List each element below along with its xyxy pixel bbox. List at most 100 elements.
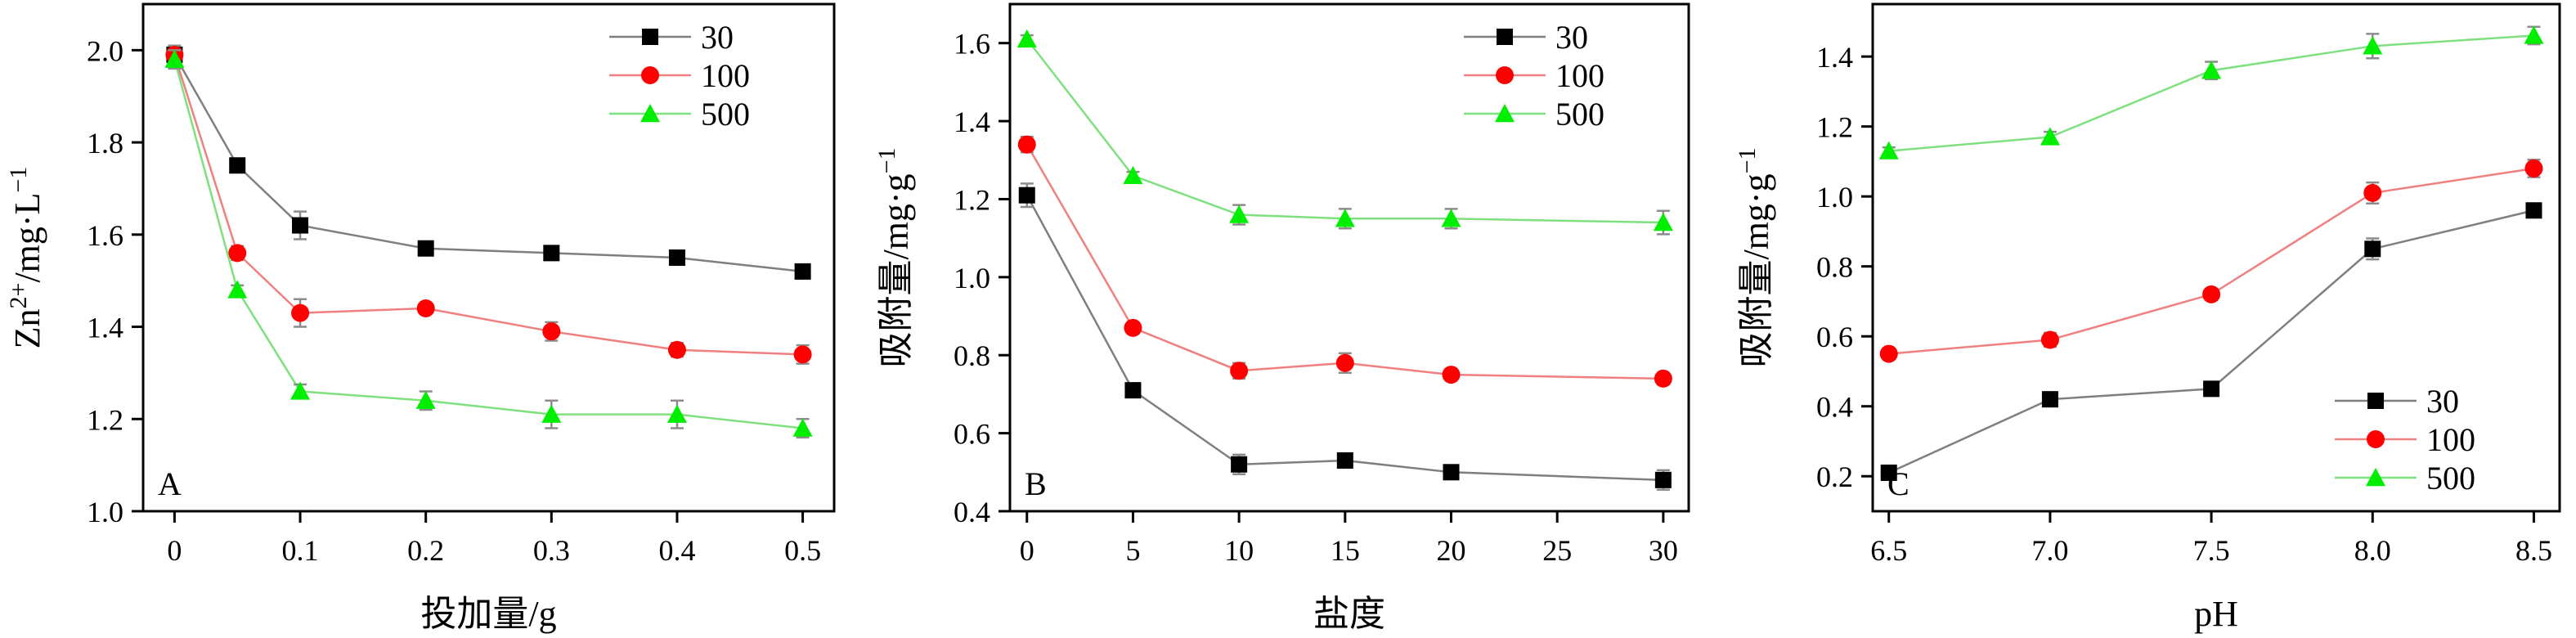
legend-label: 500 — [2426, 460, 2475, 496]
x-tick-label: 6.5 — [1870, 534, 1907, 567]
x-tick-label: 30 — [1649, 534, 1678, 567]
series-30 — [1018, 182, 1672, 492]
y-axis-title-superscript: 2+ — [5, 283, 32, 309]
data-point — [2524, 25, 2544, 44]
y-tick-label: 1.2 — [1816, 111, 1853, 144]
x-tick-label: 15 — [1331, 534, 1360, 567]
x-tick-label: 0 — [1020, 534, 1034, 567]
y-axis-title: Zn2+/mg·L−1 — [5, 167, 47, 349]
data-point — [1336, 452, 1353, 469]
legend-marker — [1496, 66, 1514, 84]
y-axis-title-part: 吸附量/mg·g — [876, 173, 916, 367]
data-point — [2364, 240, 2381, 258]
series-500 — [1016, 29, 1673, 236]
y-tick-label: 1.0 — [1816, 181, 1853, 213]
series-line — [1025, 38, 1663, 224]
data-point — [1335, 353, 1354, 372]
series-30 — [1880, 202, 2542, 481]
data-point — [1017, 135, 1036, 154]
x-axis-title: 盐度 — [1313, 594, 1385, 634]
y-tick-label: 0.6 — [954, 418, 990, 451]
y-tick-label: 0.8 — [954, 339, 990, 372]
data-point — [2524, 159, 2543, 177]
data-point — [1124, 382, 1142, 399]
y-tick-label: 0.4 — [1816, 391, 1853, 424]
legend-label: 30 — [2426, 383, 2459, 420]
panel-label: A — [158, 465, 182, 502]
data-point — [794, 263, 811, 280]
legend-label: 500 — [701, 96, 750, 133]
series-500 — [1878, 25, 2544, 160]
data-point — [668, 249, 685, 266]
data-point — [2040, 127, 2060, 146]
x-tick-label: 25 — [1542, 534, 1572, 567]
data-point — [2201, 61, 2222, 79]
y-axis-title: 吸附量/mg·g−1 — [873, 147, 916, 367]
legend-label: 100 — [701, 57, 750, 94]
x-tick-label: 0.2 — [407, 534, 444, 567]
data-point — [1016, 29, 1037, 48]
data-point — [1654, 471, 1672, 488]
series-line — [1888, 34, 2534, 152]
y-tick-label: 1.6 — [87, 219, 123, 252]
y-axis-title-superscript: −1 — [873, 147, 900, 173]
data-point — [667, 340, 686, 359]
panel-label: B — [1025, 465, 1047, 502]
x-tick-label: 0.5 — [784, 534, 821, 567]
x-tick-label: 0.4 — [658, 534, 695, 567]
data-point — [417, 240, 434, 257]
data-point — [229, 157, 246, 174]
x-tick-label: 7.0 — [2031, 534, 2068, 567]
data-point — [1653, 213, 1673, 231]
data-point — [228, 244, 247, 263]
legend-marker — [1495, 104, 1515, 123]
x-tick-label: 8.0 — [2354, 534, 2391, 567]
y-axis-title-superscript: −1 — [1734, 147, 1761, 173]
data-point — [666, 404, 687, 423]
y-axis-title: 吸附量/mg·g−1 — [1734, 147, 1776, 367]
data-point — [2203, 380, 2220, 398]
plot-frame — [1008, 2, 1690, 513]
data-point — [2202, 285, 2221, 303]
legend-label: 30 — [1555, 19, 1588, 56]
plot-frame — [1871, 2, 2561, 513]
y-axis-title-part: 吸附量/mg·g — [1736, 173, 1776, 367]
data-point — [1231, 456, 1248, 473]
series-line — [1025, 195, 1663, 482]
data-point — [1335, 209, 1355, 227]
legend-marker — [642, 29, 658, 45]
data-point — [1878, 141, 1899, 160]
data-point — [416, 299, 435, 317]
series-line — [1888, 167, 2534, 355]
data-point — [2525, 202, 2542, 219]
data-point — [164, 49, 185, 68]
data-point — [1442, 366, 1461, 384]
y-axis-title-part: /mg·L — [7, 193, 47, 283]
y-tick-label: 2.0 — [87, 34, 123, 67]
chart-panel-c: 6.5 7.0 7.5 8.0 8.5 0.2 0.4 0.6 0.8 1.0 1.2 1.4 pH 吸附… — [1734, 2, 2561, 634]
data-point — [793, 345, 812, 364]
y-tick-label: 1.4 — [87, 312, 123, 344]
y-tick-label: 1.4 — [954, 106, 990, 138]
x-tick-label: 10 — [1224, 534, 1254, 567]
legend-marker — [2367, 430, 2385, 448]
data-point — [290, 381, 311, 400]
x-tick-label: 20 — [1437, 534, 1466, 567]
series-500 — [164, 49, 813, 439]
x-tick-label: 0.3 — [533, 534, 570, 567]
x-axis-title: pH — [2194, 594, 2238, 634]
data-point — [1230, 362, 1249, 380]
data-point — [2040, 330, 2059, 349]
y-tick-label: 0.2 — [1816, 461, 1853, 493]
y-tick-label: 1.8 — [87, 127, 123, 160]
data-point — [792, 418, 813, 437]
y-tick-label: 0.8 — [1816, 251, 1853, 284]
data-point — [1229, 204, 1250, 223]
legend-label: 100 — [1555, 57, 1604, 94]
data-point — [292, 217, 309, 234]
legend-label: 500 — [1555, 96, 1604, 133]
legend-marker — [1497, 29, 1513, 45]
